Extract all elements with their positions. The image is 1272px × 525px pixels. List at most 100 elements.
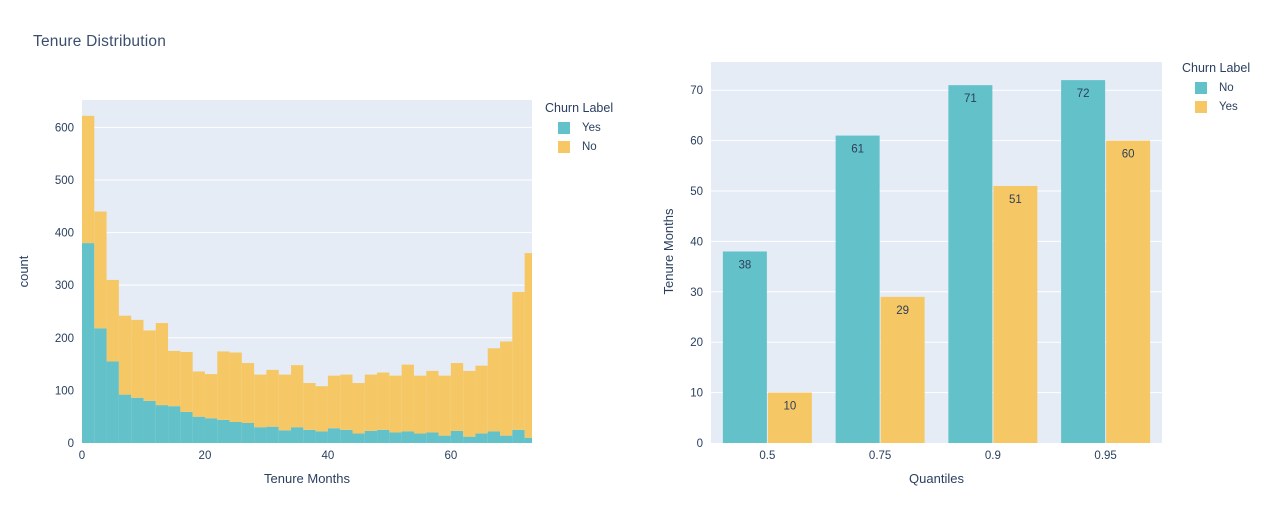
quantile-legend: Churn Label No Yes: [1182, 61, 1250, 120]
hist-bar-yes-64[interactable]: [475, 433, 488, 443]
hist-bar-no-40[interactable]: [327, 375, 341, 429]
bar-yes-0.5[interactable]: [767, 392, 812, 443]
plot-area[interactable]: [82, 100, 537, 443]
hist-bar-yes-18[interactable]: [192, 416, 205, 443]
hist-bar-yes-0[interactable]: [82, 243, 95, 443]
hist-bar-yes-46[interactable]: [364, 430, 378, 443]
quantile-bar-chart[interactable]: 38 10 61 29 71 51 72 60 0.5 0.75 0.9 0.95 0 10 20 30 40 5…: [645, 40, 1272, 500]
hist-bar-no-42[interactable]: [340, 374, 353, 430]
hist-bar-no-34[interactable]: [291, 365, 304, 428]
hist-bar-no-10[interactable]: [143, 330, 156, 401]
tenure-histogram-chart[interactable]: 0 100 200 300 400 500 600 0 20 40 60 Tenure Months c…: [0, 85, 645, 510]
hist-bar-yes-50[interactable]: [389, 432, 402, 443]
hist-bar-yes-32[interactable]: [278, 430, 292, 443]
hist-bar-yes-14[interactable]: [168, 406, 181, 443]
hist-bar-no-2[interactable]: [94, 211, 107, 329]
hist-bar-no-70[interactable]: [512, 292, 525, 430]
hist-bar-yes-4[interactable]: [106, 361, 119, 443]
hist-bar-yes-6[interactable]: [118, 394, 132, 443]
legend-item-no[interactable]: No: [1195, 82, 1250, 94]
hist-bar-yes-44[interactable]: [352, 433, 365, 443]
hist-bar-yes-60[interactable]: [450, 430, 464, 443]
hist-bar-no-38[interactable]: [315, 386, 328, 432]
hist-bar-yes-20[interactable]: [204, 418, 218, 443]
hist-bar-yes-52[interactable]: [401, 431, 414, 443]
hist-bar-yes-8[interactable]: [131, 397, 144, 443]
bar-value-label: 38: [738, 259, 751, 271]
hist-bar-no-0[interactable]: [82, 115, 95, 244]
hist-bar-no-20[interactable]: [204, 374, 218, 419]
hist-bar-yes-30[interactable]: [266, 426, 279, 443]
tick-label: 10: [690, 388, 703, 400]
hist-bar-no-52[interactable]: [401, 364, 414, 432]
hist-bar-no-22[interactable]: [217, 351, 230, 420]
hist-bar-yes-42[interactable]: [340, 429, 353, 443]
hist-bar-yes-62[interactable]: [463, 436, 476, 443]
hist-bar-no-44[interactable]: [352, 383, 365, 434]
hist-bar-no-50[interactable]: [389, 375, 402, 433]
hist-bar-no-48[interactable]: [377, 372, 390, 430]
hist-bar-no-54[interactable]: [413, 375, 427, 434]
hist-bar-no-18[interactable]: [192, 371, 205, 417]
hist-bar-no-28[interactable]: [254, 374, 267, 428]
hist-bar-no-46[interactable]: [364, 374, 378, 431]
bar-yes-0.95[interactable]: [1106, 140, 1151, 443]
plot-area[interactable]: 38 10 61 29 71 51 72 60: [711, 62, 1162, 443]
hist-bar-yes-48[interactable]: [377, 429, 390, 443]
hist-bar-no-58[interactable]: [438, 375, 451, 436]
hist-bar-yes-2[interactable]: [94, 328, 107, 443]
bar-no-0.9[interactable]: [948, 85, 993, 443]
legend-swatch-no[interactable]: [558, 141, 570, 153]
hist-bar-yes-28[interactable]: [254, 427, 267, 443]
legend-item-yes[interactable]: Yes: [1195, 101, 1250, 113]
hist-bar-yes-24[interactable]: [229, 421, 242, 443]
hist-bar-yes-66[interactable]: [487, 431, 501, 443]
hist-bar-no-32[interactable]: [278, 374, 292, 431]
hist-bar-yes-54[interactable]: [413, 433, 427, 443]
hist-bar-no-4[interactable]: [106, 279, 119, 362]
legend-swatch-yes[interactable]: [558, 122, 570, 134]
hist-bar-no-14[interactable]: [168, 350, 181, 407]
legend-swatch-yes[interactable]: [1195, 101, 1207, 113]
hist-bar-no-56[interactable]: [426, 370, 439, 433]
hist-bar-yes-36[interactable]: [303, 429, 316, 443]
bar-yes-0.75[interactable]: [880, 296, 925, 443]
hist-bar-no-30[interactable]: [266, 369, 279, 427]
legend-item-no[interactable]: No: [558, 141, 613, 153]
hist-bar-yes-72[interactable]: [524, 437, 537, 443]
hist-bar-no-60[interactable]: [450, 363, 464, 431]
hist-bar-no-26[interactable]: [241, 363, 255, 424]
tick-label: 0: [79, 450, 85, 462]
hist-bar-yes-26[interactable]: [241, 423, 255, 443]
bar-no-0.5[interactable]: [722, 251, 767, 443]
hist-bar-yes-58[interactable]: [438, 435, 451, 443]
bar-no-0.95[interactable]: [1061, 80, 1106, 443]
hist-bar-no-12[interactable]: [155, 323, 169, 406]
hist-bar-yes-10[interactable]: [143, 400, 156, 443]
hist-bar-yes-22[interactable]: [217, 419, 230, 443]
hist-bar-no-64[interactable]: [475, 365, 488, 434]
tick-label: 60: [444, 450, 457, 462]
hist-bar-yes-34[interactable]: [291, 427, 304, 443]
tick-label: 100: [55, 385, 74, 397]
legend-item-yes[interactable]: Yes: [558, 122, 613, 134]
hist-bar-yes-68[interactable]: [500, 435, 513, 443]
bar-no-0.75[interactable]: [835, 135, 880, 443]
hist-bar-no-24[interactable]: [229, 352, 242, 422]
hist-bar-no-68[interactable]: [500, 341, 513, 436]
hist-bar-yes-70[interactable]: [512, 429, 525, 443]
hist-bar-no-62[interactable]: [463, 370, 476, 437]
hist-bar-no-72[interactable]: [524, 253, 537, 438]
hist-bar-no-16[interactable]: [180, 351, 193, 412]
hist-bar-yes-12[interactable]: [155, 405, 169, 443]
legend-swatch-no[interactable]: [1195, 82, 1207, 94]
hist-bar-no-66[interactable]: [487, 348, 501, 432]
bar-yes-0.9[interactable]: [993, 185, 1038, 443]
hist-bar-yes-40[interactable]: [327, 428, 341, 443]
hist-bar-yes-16[interactable]: [180, 411, 193, 443]
hist-bar-yes-38[interactable]: [315, 431, 328, 443]
hist-bar-no-6[interactable]: [118, 315, 132, 395]
hist-bar-yes-56[interactable]: [426, 432, 439, 443]
hist-bar-no-36[interactable]: [303, 383, 316, 430]
hist-bar-no-8[interactable]: [131, 319, 144, 398]
